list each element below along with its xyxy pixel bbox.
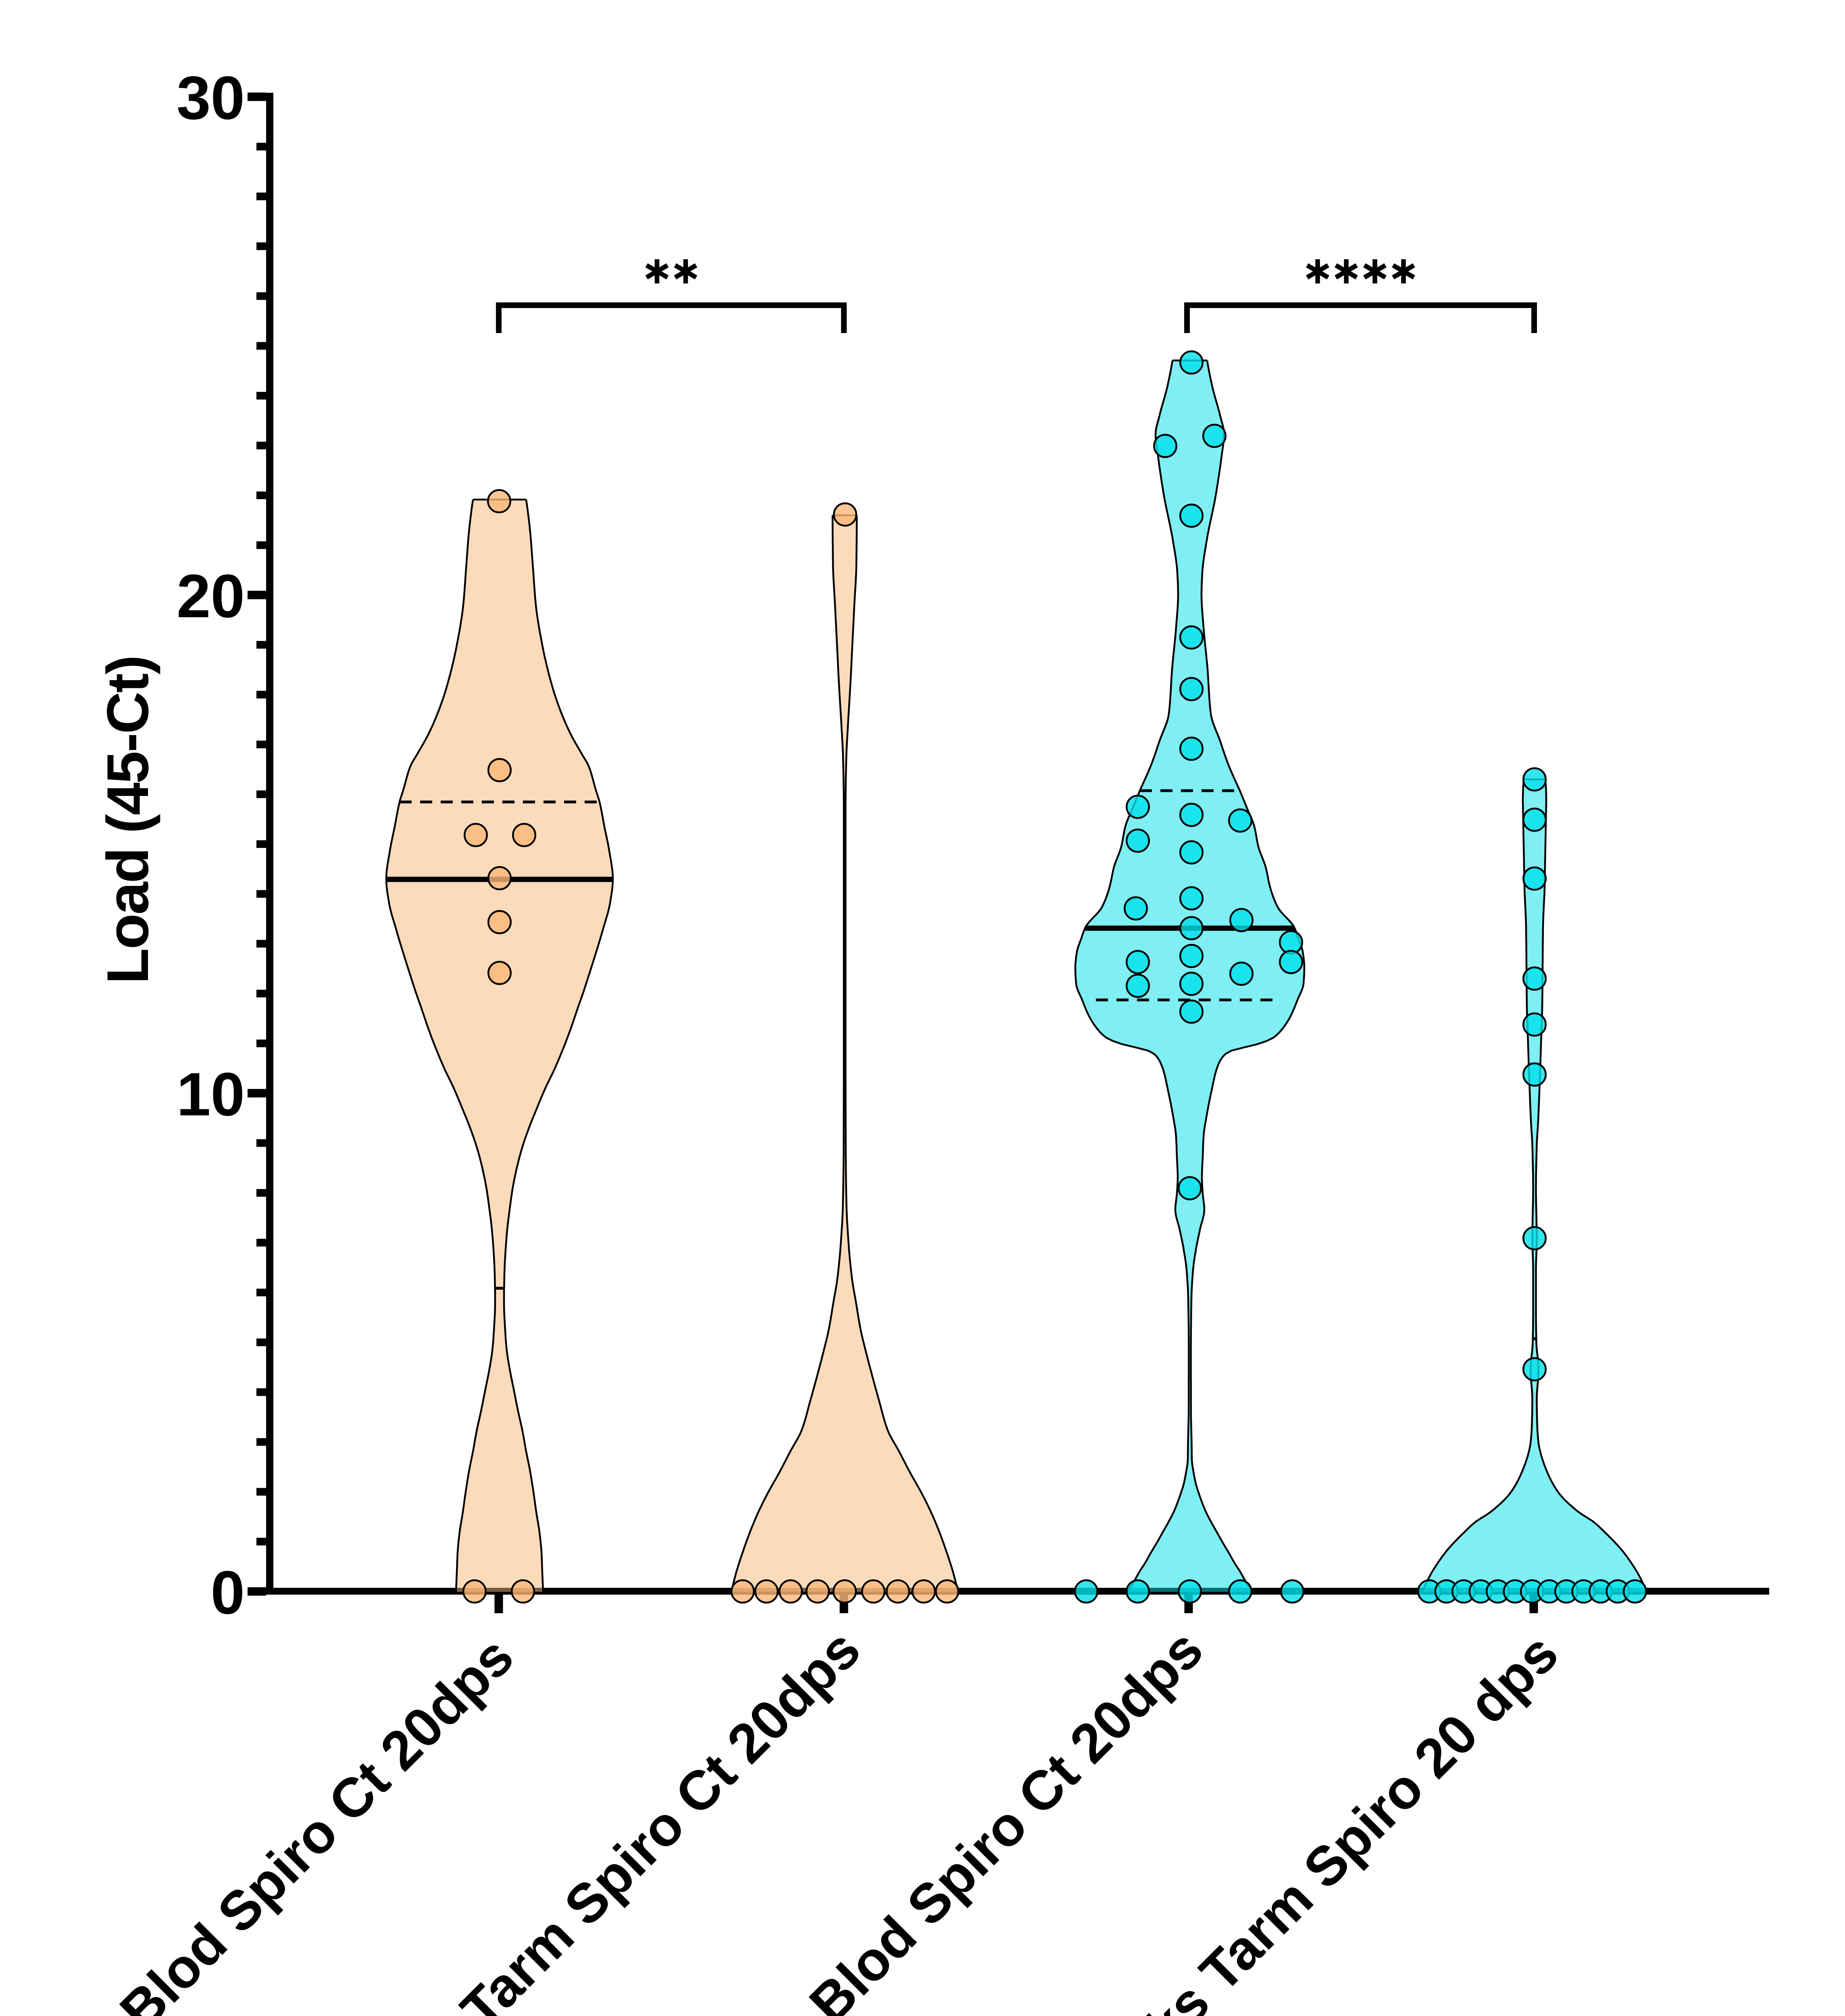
svg-text:Load (45-Ct): Load (45-Ct)	[95, 656, 160, 984]
svg-text:10: 10	[177, 1060, 245, 1129]
svg-text:0: 0	[210, 1558, 245, 1627]
svg-text:20: 20	[177, 562, 245, 631]
svg-text:Laks Tarm Spiro Ct 20dps: Laks Tarm Spiro Ct 20dps	[350, 1618, 872, 2016]
svg-text:Rognkjeks Tarm Spiro 20 dps: Rognkjeks Tarm Spiro 20 dps	[980, 1622, 1570, 2016]
svg-text:Laks Blod Spiro Ct 20dps: Laks Blod Spiro Ct 20dps	[8, 1625, 525, 2016]
svg-text:30: 30	[177, 64, 245, 132]
